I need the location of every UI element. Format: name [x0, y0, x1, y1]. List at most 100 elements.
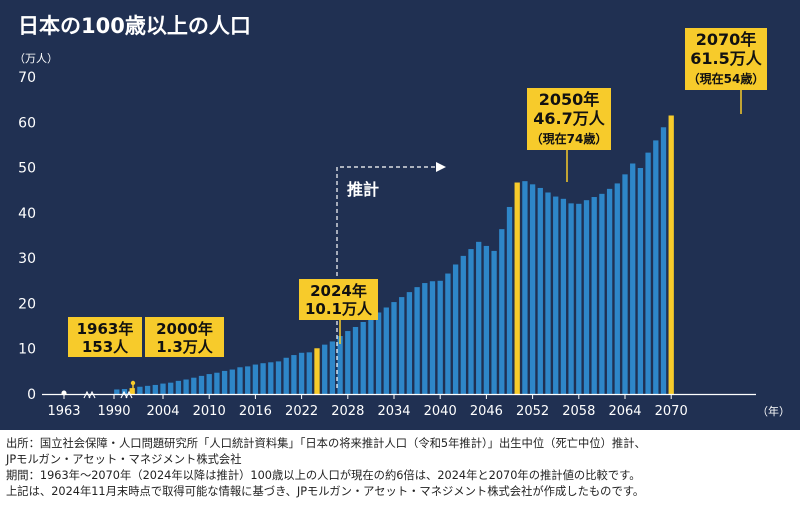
x-tick-label: 2004 — [146, 404, 179, 419]
x-tick-label: 2028 — [331, 404, 364, 419]
y-tick-label: 20 — [18, 296, 36, 312]
bar-2005 — [168, 382, 174, 394]
bar-2052 — [529, 184, 536, 394]
bar-2059 — [583, 200, 590, 394]
bar-2010 — [206, 374, 212, 394]
note-line: 出所：国立社会保障・人口問題研究所「人口統計資料集」「日本の将来推計人口（令和5… — [6, 437, 646, 450]
bar-2067 — [645, 152, 651, 394]
bar-2031 — [368, 317, 374, 394]
highlight-bar-2050 — [514, 182, 520, 394]
chart-panel: 日本の100歳以上の人口 （万人） （年） 0 10 20 30 40 50 60 70 19… — [0, 0, 800, 430]
forecast-label: 推計 — [347, 180, 379, 199]
x-tick-label: 2046 — [470, 404, 503, 419]
marker-1963 — [61, 390, 67, 396]
annotation-box-2000 — [145, 317, 224, 357]
bar-2019 — [275, 361, 282, 394]
y-axis-unit-label: （万人） — [14, 52, 58, 65]
annotation-box-2070 — [685, 28, 767, 90]
bar-2029 — [352, 326, 359, 394]
bar-2006 — [175, 380, 182, 394]
bar-2058 — [576, 203, 582, 394]
bar-2056 — [560, 198, 567, 394]
bar-2062 — [606, 188, 613, 394]
bar-2013 — [229, 369, 235, 394]
bar-2042 — [452, 264, 459, 394]
bar-2012 — [221, 370, 228, 394]
bar-2026 — [329, 341, 336, 394]
annotation-text-2000: 1.3万人 — [156, 338, 214, 356]
bar-2032 — [375, 312, 382, 394]
bar-2044 — [468, 249, 474, 394]
bar-1998 — [114, 389, 120, 394]
bar-2016 — [252, 364, 259, 394]
annotation-text-2070: 2070年 — [696, 30, 757, 49]
annotation-text-2000: 2000年 — [156, 320, 213, 338]
bar-2003 — [152, 384, 158, 394]
bar-2028 — [345, 331, 351, 394]
y-tick-label: 30 — [18, 251, 36, 267]
bar-2043 — [460, 255, 466, 394]
x-tick-label: 1963 — [47, 404, 80, 419]
annotation-box-2024 — [299, 279, 378, 320]
bar-2049 — [506, 206, 513, 394]
bar-2051 — [522, 181, 528, 394]
note-line: JPモルガン・アセット・マネジメント株式会社 — [6, 453, 242, 466]
bar-2039 — [429, 281, 436, 394]
bar-2022 — [298, 352, 305, 394]
bar-2014 — [237, 367, 243, 394]
bar-2065 — [630, 163, 636, 394]
highlight-bar-2000 — [129, 388, 135, 394]
highlight-bar-2070 — [668, 115, 674, 395]
bar-2004 — [160, 383, 166, 394]
bar-2066 — [637, 168, 644, 394]
bar-2017 — [260, 363, 266, 394]
annotation-text-2050: 2050年 — [539, 90, 600, 109]
y-tick-label: 0 — [27, 387, 36, 403]
x-tick-label: 2022 — [285, 404, 318, 419]
bar-2027 — [337, 336, 343, 394]
bar-2002 — [144, 385, 151, 394]
annotation-dot-2000 — [130, 380, 136, 386]
bar-2054 — [545, 192, 551, 394]
bar-2045 — [476, 241, 482, 394]
bar-2048 — [499, 229, 505, 394]
chart-title: 日本の100歳以上の人口 — [18, 14, 251, 38]
bar-2063 — [614, 183, 620, 394]
annotation-box-1963 — [68, 317, 142, 357]
bar-2007 — [183, 379, 189, 394]
bar-2001 — [137, 386, 143, 394]
note-line: 期間：1963年～2070年（2024年以降は推計）100歳以上の人口が現在の約… — [6, 469, 641, 482]
x-tick-label: 2052 — [516, 404, 549, 419]
bar-2064 — [622, 174, 628, 394]
bar-2008 — [191, 377, 197, 394]
bar-2068 — [653, 140, 659, 394]
bar-2061 — [599, 193, 605, 394]
bar-chart: 日本の100歳以上の人口 （万人） （年） 0 10 20 30 40 50 60 70 19… — [14, 14, 790, 419]
x-tick-label: 2058 — [562, 404, 595, 419]
bar-2057 — [568, 203, 574, 394]
bar-2021 — [291, 355, 297, 394]
bar-2053 — [537, 187, 543, 394]
bar-2040 — [437, 280, 443, 394]
bar-1999 — [121, 389, 128, 394]
x-tick-label: 2040 — [424, 404, 457, 419]
axis-break-mark — [120, 390, 133, 399]
annotation-box-2050 — [527, 88, 611, 150]
bar-2037 — [414, 287, 420, 394]
highlight-bar-2024 — [314, 348, 320, 394]
y-tick-label: 60 — [18, 115, 36, 131]
annotation-text-1963: 1963年 — [77, 320, 134, 338]
forecast-arrowhead — [436, 162, 446, 172]
bar-2046 — [483, 245, 490, 394]
bar-2011 — [214, 372, 220, 394]
note-line: 上記は、2024年11月末時点で取得可能な情報に基づき、JPモルガン・アセット・… — [6, 485, 645, 498]
x-tick-label: 2010 — [193, 404, 226, 419]
y-tick-label: 70 — [18, 70, 36, 86]
y-tick-label: 50 — [18, 161, 36, 177]
axis-break-mark — [83, 390, 96, 399]
x-tick-label: 2016 — [239, 404, 272, 419]
bar-2018 — [268, 362, 274, 394]
bar-2023 — [306, 352, 312, 394]
bar-2060 — [591, 197, 597, 394]
bar-2015 — [245, 366, 251, 394]
